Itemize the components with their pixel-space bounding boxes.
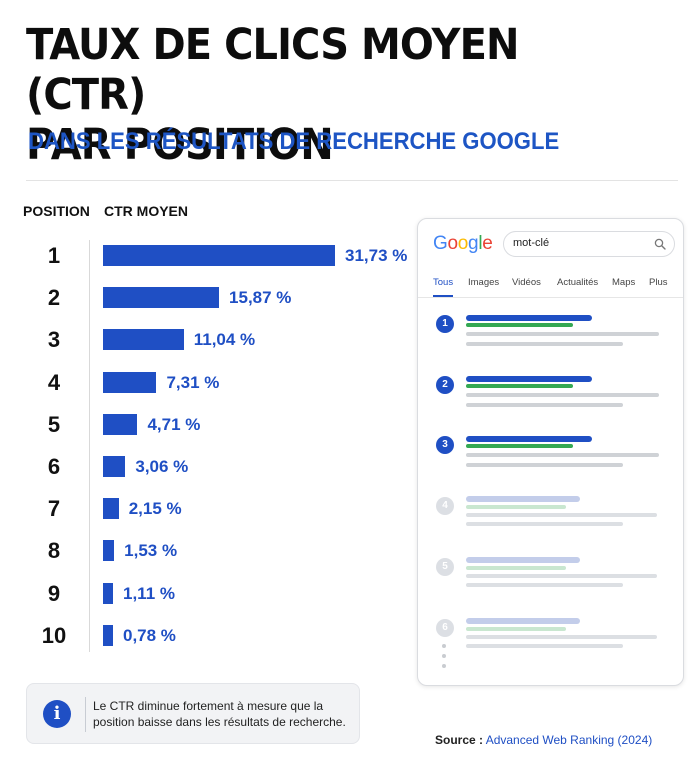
result-snippet-line [466,453,659,458]
position-label: 6 [47,454,61,479]
result-title-line[interactable] [466,436,592,443]
tab-plus[interactable]: Plus [649,277,668,288]
result-number-badge: 3 [436,436,454,455]
ctr-bar [103,329,184,351]
position-label: 1 [47,243,61,268]
result-number-badge: 2 [436,375,454,394]
ctr-value-label: 2,15 % [128,499,182,519]
ctr-value-label: 1,53 % [124,541,178,561]
result-snippet-line [466,573,657,578]
position-label: 5 [47,411,61,437]
title-line-1: TAUX DE CLICS MOYEN (CTR) [26,20,519,120]
tab-images[interactable]: Images [468,277,500,288]
result-title-line[interactable] [466,496,580,503]
ctr-bar [103,498,119,520]
tab-maps[interactable]: Maps [612,277,636,288]
ctr-bar [103,456,126,477]
result-url-line [466,323,573,327]
more-results-dot [442,664,446,668]
result-snippet-line [466,342,623,346]
header-divider [26,180,678,181]
position-label: 9 [47,580,61,606]
position-label: 8 [47,538,61,564]
result-snippet-line [466,522,623,527]
result-snippet-line [466,513,657,518]
position-label: 4 [47,369,61,395]
ctr-bar [103,624,113,646]
ctr-value-label: 3,06 % [135,457,189,476]
ctr-value-label: 31,73 % [345,246,408,265]
ctr-bar [103,582,113,604]
result-snippet-line [466,643,623,648]
result-title-line[interactable] [466,556,580,563]
result-url-line [466,626,566,631]
search-input[interactable]: mot-clé [503,231,675,257]
ctr-bar [103,371,157,393]
column-header-ctr: CTR MOYEN [104,203,188,219]
result-url-line [466,505,566,510]
result-snippet-line [466,582,623,587]
page-subtitle: DANS LES RÉSULTATS DE RECHERCHE GOOGLE [28,128,560,155]
search-icon[interactable] [654,238,666,250]
result-number-badge: 4 [436,497,454,516]
google-serp-mockup: Google mot-clé Tous Images Vidéos Actual… [417,218,684,686]
result-snippet-line [466,402,623,407]
ctr-value-label: 11,04 % [193,330,256,350]
result-snippet-line [466,392,659,397]
search-input-value: mot-clé [513,237,550,249]
info-icon: i [43,700,71,728]
title-line-2: PAR POSITION [26,120,334,170]
source-name: Advanced Web Ranking (2024) [485,733,653,747]
source-line: Source : Advanced Web Ranking (2024) [435,733,652,747]
result-snippet-line [466,463,623,468]
tabs-divider [418,297,683,298]
info-note: i Le CTR diminue fortement à mesure que … [26,683,360,744]
result-number-badge: 5 [436,557,454,576]
google-logo: Google [433,233,493,254]
column-header-position: POSITION [23,203,90,219]
result-snippet-line [466,332,659,336]
result-title-line[interactable] [466,375,592,382]
more-results-dot [442,654,446,658]
axis-line [89,240,90,652]
result-number-badge: 1 [436,315,454,333]
ctr-value-label: 1,11 % [123,583,175,603]
position-label: 7 [47,496,61,522]
result-snippet-line [466,634,657,639]
tab-actualites[interactable]: Actualités [557,277,599,288]
ctr-value-label: 4,71 % [147,414,201,434]
position-label: 10 [41,622,67,648]
tab-tous[interactable]: Tous [433,277,454,288]
ctr-value-label: 0,78 % [123,625,176,645]
result-number-badge: 6 [436,618,454,637]
ctr-bar [103,287,220,309]
result-title-line[interactable] [466,315,592,321]
result-url-line [466,383,573,388]
position-label: 2 [47,285,61,311]
result-url-line [466,444,573,449]
search-tabs: Tous Images Vidéos Actualités Maps Plus [418,277,683,299]
ctr-bar [103,245,335,266]
active-tab-indicator [433,295,453,297]
ctr-bar [103,540,115,562]
ctr-value-label: 15,87 % [229,288,292,308]
source-label: Source : [435,733,484,747]
position-label: 3 [47,327,61,353]
note-separator [85,697,86,732]
ctr-bar [103,413,138,435]
tab-videos[interactable]: Vidéos [512,277,541,288]
ctr-value-label: 7,31 % [166,372,220,392]
result-title-line[interactable] [466,617,580,624]
note-text: Le CTR diminue fortement à mesure que la… [93,699,346,729]
result-url-line [466,565,566,570]
page-title: TAUX DE CLICS MOYEN (CTR) PAR POSITION [26,20,640,170]
more-results-dot [442,644,446,648]
